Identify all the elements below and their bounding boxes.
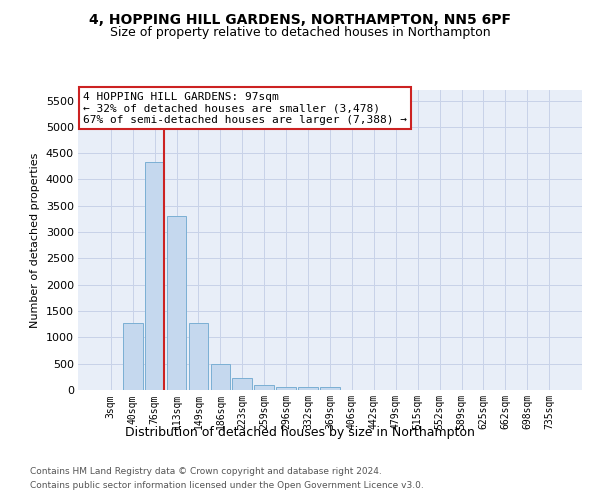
Text: 4 HOPPING HILL GARDENS: 97sqm
← 32% of detached houses are smaller (3,478)
67% o: 4 HOPPING HILL GARDENS: 97sqm ← 32% of d…: [83, 92, 407, 124]
Bar: [254, 386, 274, 390]
Bar: [298, 387, 318, 390]
Text: Distribution of detached houses by size in Northampton: Distribution of detached houses by size …: [125, 426, 475, 439]
Text: Contains HM Land Registry data © Crown copyright and database right 2024.: Contains HM Land Registry data © Crown c…: [30, 468, 382, 476]
Bar: [320, 387, 340, 390]
Bar: [188, 322, 208, 390]
Text: Size of property relative to detached houses in Northampton: Size of property relative to detached ho…: [110, 26, 490, 39]
Bar: [232, 378, 252, 390]
Y-axis label: Number of detached properties: Number of detached properties: [30, 152, 40, 328]
Text: 4, HOPPING HILL GARDENS, NORTHAMPTON, NN5 6PF: 4, HOPPING HILL GARDENS, NORTHAMPTON, NN…: [89, 12, 511, 26]
Bar: [167, 216, 187, 390]
Bar: [123, 323, 143, 390]
Bar: [211, 364, 230, 390]
Bar: [145, 162, 164, 390]
Bar: [276, 387, 296, 390]
Text: Contains public sector information licensed under the Open Government Licence v3: Contains public sector information licen…: [30, 481, 424, 490]
